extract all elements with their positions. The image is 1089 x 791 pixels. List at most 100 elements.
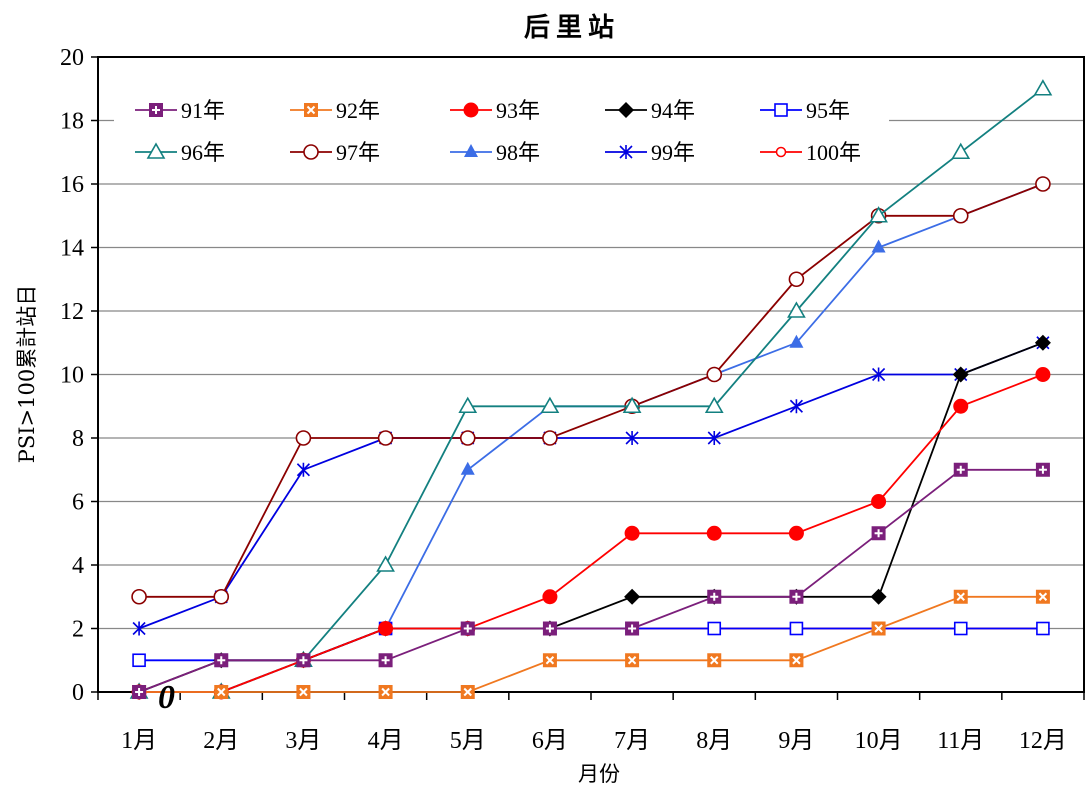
data-point <box>214 685 229 699</box>
legend-item: 100年 <box>760 140 861 165</box>
data-point <box>706 366 723 383</box>
chart-title: 后里站 <box>524 13 620 43</box>
x-axis: 1月 2月 3月 4月 5月 6月 7月 8月 9月 10月 11月 12月 <box>97 692 1085 754</box>
series-1 <box>132 589 1050 699</box>
data-point <box>625 431 639 445</box>
legend-item: 95年 <box>760 98 850 123</box>
y-tick-label: 2 <box>72 617 84 643</box>
legend-marker <box>619 145 633 159</box>
data-point <box>460 685 475 699</box>
data-point <box>789 334 804 348</box>
series-line <box>139 595 1043 693</box>
legend-item: 91年 <box>135 98 225 123</box>
y-tick-label: 0 <box>72 680 84 706</box>
series-line <box>139 373 1044 693</box>
data-point <box>460 461 475 475</box>
legend-label: 93年 <box>496 98 540 123</box>
data-point <box>788 525 804 541</box>
x-tick-label: 3月 <box>285 728 321 754</box>
data-point <box>871 494 887 509</box>
data-point <box>460 621 475 636</box>
data-point <box>296 653 311 668</box>
data-point <box>707 621 722 636</box>
y-tick-label: 14 <box>60 236 84 262</box>
data-point <box>542 621 557 636</box>
legend-label: 96年 <box>181 140 225 165</box>
legend-label: 91年 <box>181 98 225 123</box>
series-layer <box>129 79 1053 700</box>
data-point <box>132 653 146 668</box>
data-point <box>625 621 640 636</box>
data-point <box>952 366 969 383</box>
series-line <box>139 627 1043 662</box>
legend-marker <box>304 103 318 117</box>
series-6 <box>131 176 1051 605</box>
x-axis-label: 月份 <box>578 762 620 786</box>
data-point <box>704 396 724 414</box>
data-point <box>707 589 722 604</box>
data-point <box>789 399 803 414</box>
legend-marker <box>618 102 634 118</box>
legend-label: 98年 <box>496 140 540 165</box>
data-point <box>789 589 804 604</box>
series-line <box>139 183 1044 598</box>
x-tick-label: 1月 <box>121 728 157 754</box>
data-point <box>377 430 394 446</box>
data-point <box>459 430 476 446</box>
y-axis-label: PSI>100累計站日 <box>15 285 39 464</box>
y-tick-label: 16 <box>60 172 84 198</box>
y-tick-label: 4 <box>72 553 84 579</box>
data-point <box>871 526 886 541</box>
data-point <box>624 588 641 605</box>
data-point <box>953 398 969 414</box>
data-point <box>869 206 888 223</box>
data-point <box>625 653 640 668</box>
data-point <box>624 525 640 541</box>
legend-marker <box>146 142 166 159</box>
data-point <box>296 685 311 699</box>
y-tick-label: 6 <box>72 490 84 516</box>
data-point <box>542 589 558 605</box>
data-point <box>622 396 642 414</box>
legend-label: 95年 <box>806 98 850 123</box>
data-point <box>787 301 806 318</box>
x-tick-label: 7月 <box>614 728 650 754</box>
series-7 <box>132 176 1050 697</box>
data-point <box>213 588 230 605</box>
data-point <box>378 653 393 668</box>
data-point <box>1035 589 1050 604</box>
data-point <box>871 621 886 636</box>
series-line <box>138 341 1044 693</box>
data-point <box>540 396 560 414</box>
legend-label: 99年 <box>651 140 695 165</box>
data-point <box>458 396 478 414</box>
legend-item: 97年 <box>290 140 380 165</box>
legend-item: 92年 <box>290 98 380 123</box>
data-point <box>870 588 887 605</box>
data-point <box>542 430 558 446</box>
legend-marker <box>303 144 319 160</box>
legend-label: 92年 <box>336 98 380 123</box>
data-point <box>1035 367 1051 382</box>
legend-marker <box>775 146 787 158</box>
series-line <box>138 341 1044 630</box>
data-point <box>542 653 557 668</box>
y-tick-label: 18 <box>60 109 84 135</box>
y-tick-label: 8 <box>72 426 84 452</box>
data-point <box>789 621 804 636</box>
y-tick-label: 10 <box>60 363 84 389</box>
data-point <box>132 621 146 636</box>
data-point <box>952 207 969 224</box>
legend: 91年 92年 93年 94年 95年 96年 97年 98年 99年 100年 <box>114 89 889 179</box>
data-point <box>1033 79 1053 96</box>
data-point <box>871 239 886 253</box>
legend-item: 96年 <box>135 140 225 165</box>
data-point <box>789 653 804 668</box>
data-point <box>376 555 395 572</box>
data-point <box>131 588 147 605</box>
x-tick-label: 12月 <box>1019 728 1067 754</box>
x-tick-label: 9月 <box>778 728 814 754</box>
data-point <box>707 653 722 668</box>
data-point <box>1034 334 1051 351</box>
